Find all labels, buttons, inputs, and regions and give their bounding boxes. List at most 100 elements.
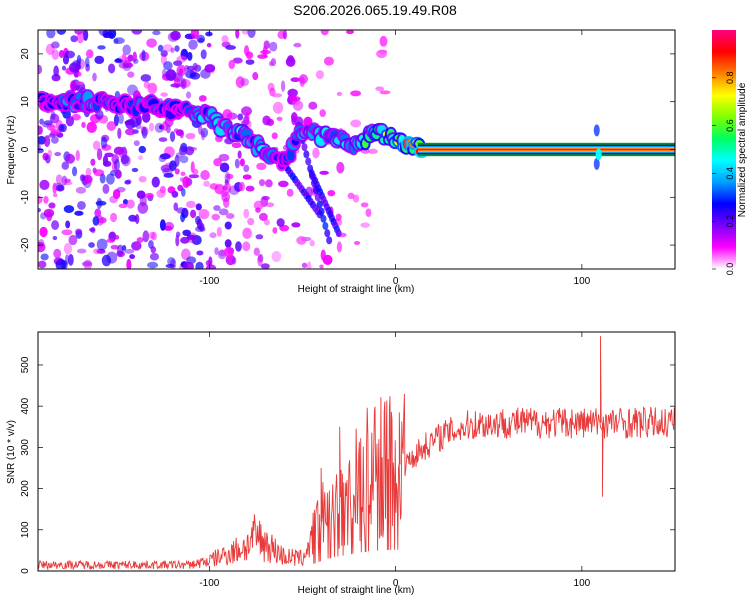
spectrogram-noise-blob xyxy=(149,252,160,261)
spectrogram-noise-blob xyxy=(174,168,180,175)
spectrogram-noise-blob xyxy=(237,150,242,159)
spectrogram-noise-blob xyxy=(175,235,180,247)
spectrogram-streak-blob xyxy=(314,193,321,202)
spectrogram-noise-blob xyxy=(81,121,86,129)
spectrogram-streak-blob xyxy=(307,164,314,173)
spectrogram-noise-blob xyxy=(97,45,106,50)
spectrogram-noise-blob xyxy=(86,121,97,133)
spectrogram-carrier-band xyxy=(417,124,675,170)
spectrogram-noise-blob xyxy=(75,228,83,236)
spectrogram-noise-blob xyxy=(170,83,181,88)
spectrogram-noise-blob xyxy=(48,133,56,138)
spectrogram-noise-blob xyxy=(379,35,388,47)
spectrogram-xlabel: Height of straight line (km) xyxy=(298,284,415,295)
spectrogram-noise-blob xyxy=(200,68,211,79)
spectrogram-noise-blob xyxy=(142,230,150,243)
spectrogram-noise-blob xyxy=(245,111,250,123)
spectrogram-noise-blob xyxy=(56,184,65,192)
spectrogram-noise-blob xyxy=(171,190,179,198)
spectrogram-noise-blob xyxy=(79,174,86,182)
spectrogram-noise-blob xyxy=(118,203,128,209)
spectrogram-noise-blob xyxy=(124,248,135,254)
spectrogram-noise-blob xyxy=(173,202,179,212)
spectrogram-noise-blob xyxy=(188,174,200,179)
spectrogram-noise-blob xyxy=(50,111,56,120)
spectrogram-noise-blob xyxy=(298,74,309,84)
spectrogram-noise-blob xyxy=(287,55,294,63)
spectrogram-streak-blob xyxy=(335,229,342,238)
spectrogram-noise-blob xyxy=(138,155,143,161)
snr-xtick-label: -100 xyxy=(199,578,219,589)
spectrogram-noise-blob xyxy=(62,54,70,65)
spectrogram-noise-blob xyxy=(277,180,289,188)
spectrogram-noise-blob xyxy=(368,148,378,154)
spectrogram-noise-blob xyxy=(40,212,47,220)
spectrogram-noise-blob xyxy=(224,221,232,230)
snr-ytick-label: 200 xyxy=(20,480,31,497)
spectrogram-noise-blob xyxy=(135,123,142,130)
spectrogram-noise-blob xyxy=(46,123,56,131)
spectrogram-noise-blob xyxy=(272,101,284,114)
spectrogram-noise-blob xyxy=(204,66,214,73)
spectrogram-noise-blob xyxy=(113,37,125,44)
spectrogram-noise-blob xyxy=(159,219,166,231)
spectrogram-noise-blob xyxy=(320,30,329,36)
spectrogram-noise-blob xyxy=(94,55,105,65)
spectrogram-noise-blob xyxy=(128,214,137,222)
spectrogram-noise-blob xyxy=(61,161,70,170)
spectrogram-noise-blob xyxy=(187,51,193,61)
carrier-blip xyxy=(595,148,602,161)
spectrogram-noise-blob xyxy=(124,119,135,126)
spectrogram-noise-blob xyxy=(198,208,210,220)
spectrogram-noise-blob xyxy=(219,162,230,173)
colorbar-tick-label: 0.6 xyxy=(725,119,735,132)
spectrogram-noise-blob xyxy=(100,136,108,149)
spectrogram-noise-blob xyxy=(168,160,177,172)
spectrogram-noise-blob xyxy=(320,249,326,261)
spectrogram-noise-blob xyxy=(271,132,278,140)
spectrogram-noise-blob xyxy=(132,215,138,223)
spectrogram-noise-blob xyxy=(106,121,117,131)
spectrogram-noise-blob xyxy=(159,153,171,160)
snr-ytick-label: 500 xyxy=(20,356,31,373)
spectrogram-noise-blob xyxy=(176,64,186,77)
spectrogram-noise-blob xyxy=(39,118,44,125)
spectrogram-noise-blob xyxy=(259,212,268,221)
spectrogram-noise-blob xyxy=(223,197,230,209)
spectrogram-noise-blob xyxy=(81,261,93,267)
spectrogram-noise-blob xyxy=(315,70,324,80)
spectrogram-noise-blob xyxy=(218,208,229,216)
spectrogram-streak-blob xyxy=(312,186,319,195)
spectrogram-noise-blob xyxy=(143,81,150,89)
spectrogram-noise-blob xyxy=(126,199,135,209)
spectrogram-ytick-label: -20 xyxy=(20,237,31,252)
spectrogram-noise-blob xyxy=(124,180,131,185)
spectrogram-noise-blob xyxy=(138,145,147,154)
spectrogram-noise-blob xyxy=(346,30,355,35)
spectrogram-noise-blob xyxy=(145,192,154,199)
spectrogram-noise-blob xyxy=(76,54,82,66)
spectrogram-noise-blob xyxy=(129,254,136,260)
spectrogram-noise-blob xyxy=(165,69,177,81)
spectrogram-noise-blob xyxy=(85,49,94,59)
spectrogram-noise-blob xyxy=(195,261,204,269)
spectrogram-noise-blob xyxy=(163,225,173,231)
spectrogram-noise-blob xyxy=(63,205,75,214)
spectrogram-noise-blob xyxy=(253,247,260,256)
spectrogram-noise-blob xyxy=(238,181,245,192)
spectrogram-noise-blob xyxy=(141,126,148,139)
spectrogram-noise-blob xyxy=(218,153,230,162)
spectrogram-noise-blob xyxy=(286,188,294,197)
spectrogram-noise-blob xyxy=(170,47,175,53)
spectrogram-noise-blob xyxy=(114,234,120,240)
spectrogram-noise-blob xyxy=(154,122,165,133)
spectrogram-noise-blob xyxy=(53,248,62,259)
spectrogram-noise-blob xyxy=(223,246,234,258)
spectrogram-noise-blob xyxy=(257,254,263,267)
spectrogram-noise-blob xyxy=(65,220,71,229)
spectrogram-noise-blob xyxy=(147,82,158,95)
spectrogram-noise-blob xyxy=(234,158,240,169)
spectrogram-noise-blob xyxy=(237,113,244,121)
spectrogram-noise-blob xyxy=(72,166,78,177)
spectrogram-noise-blob xyxy=(255,234,264,240)
